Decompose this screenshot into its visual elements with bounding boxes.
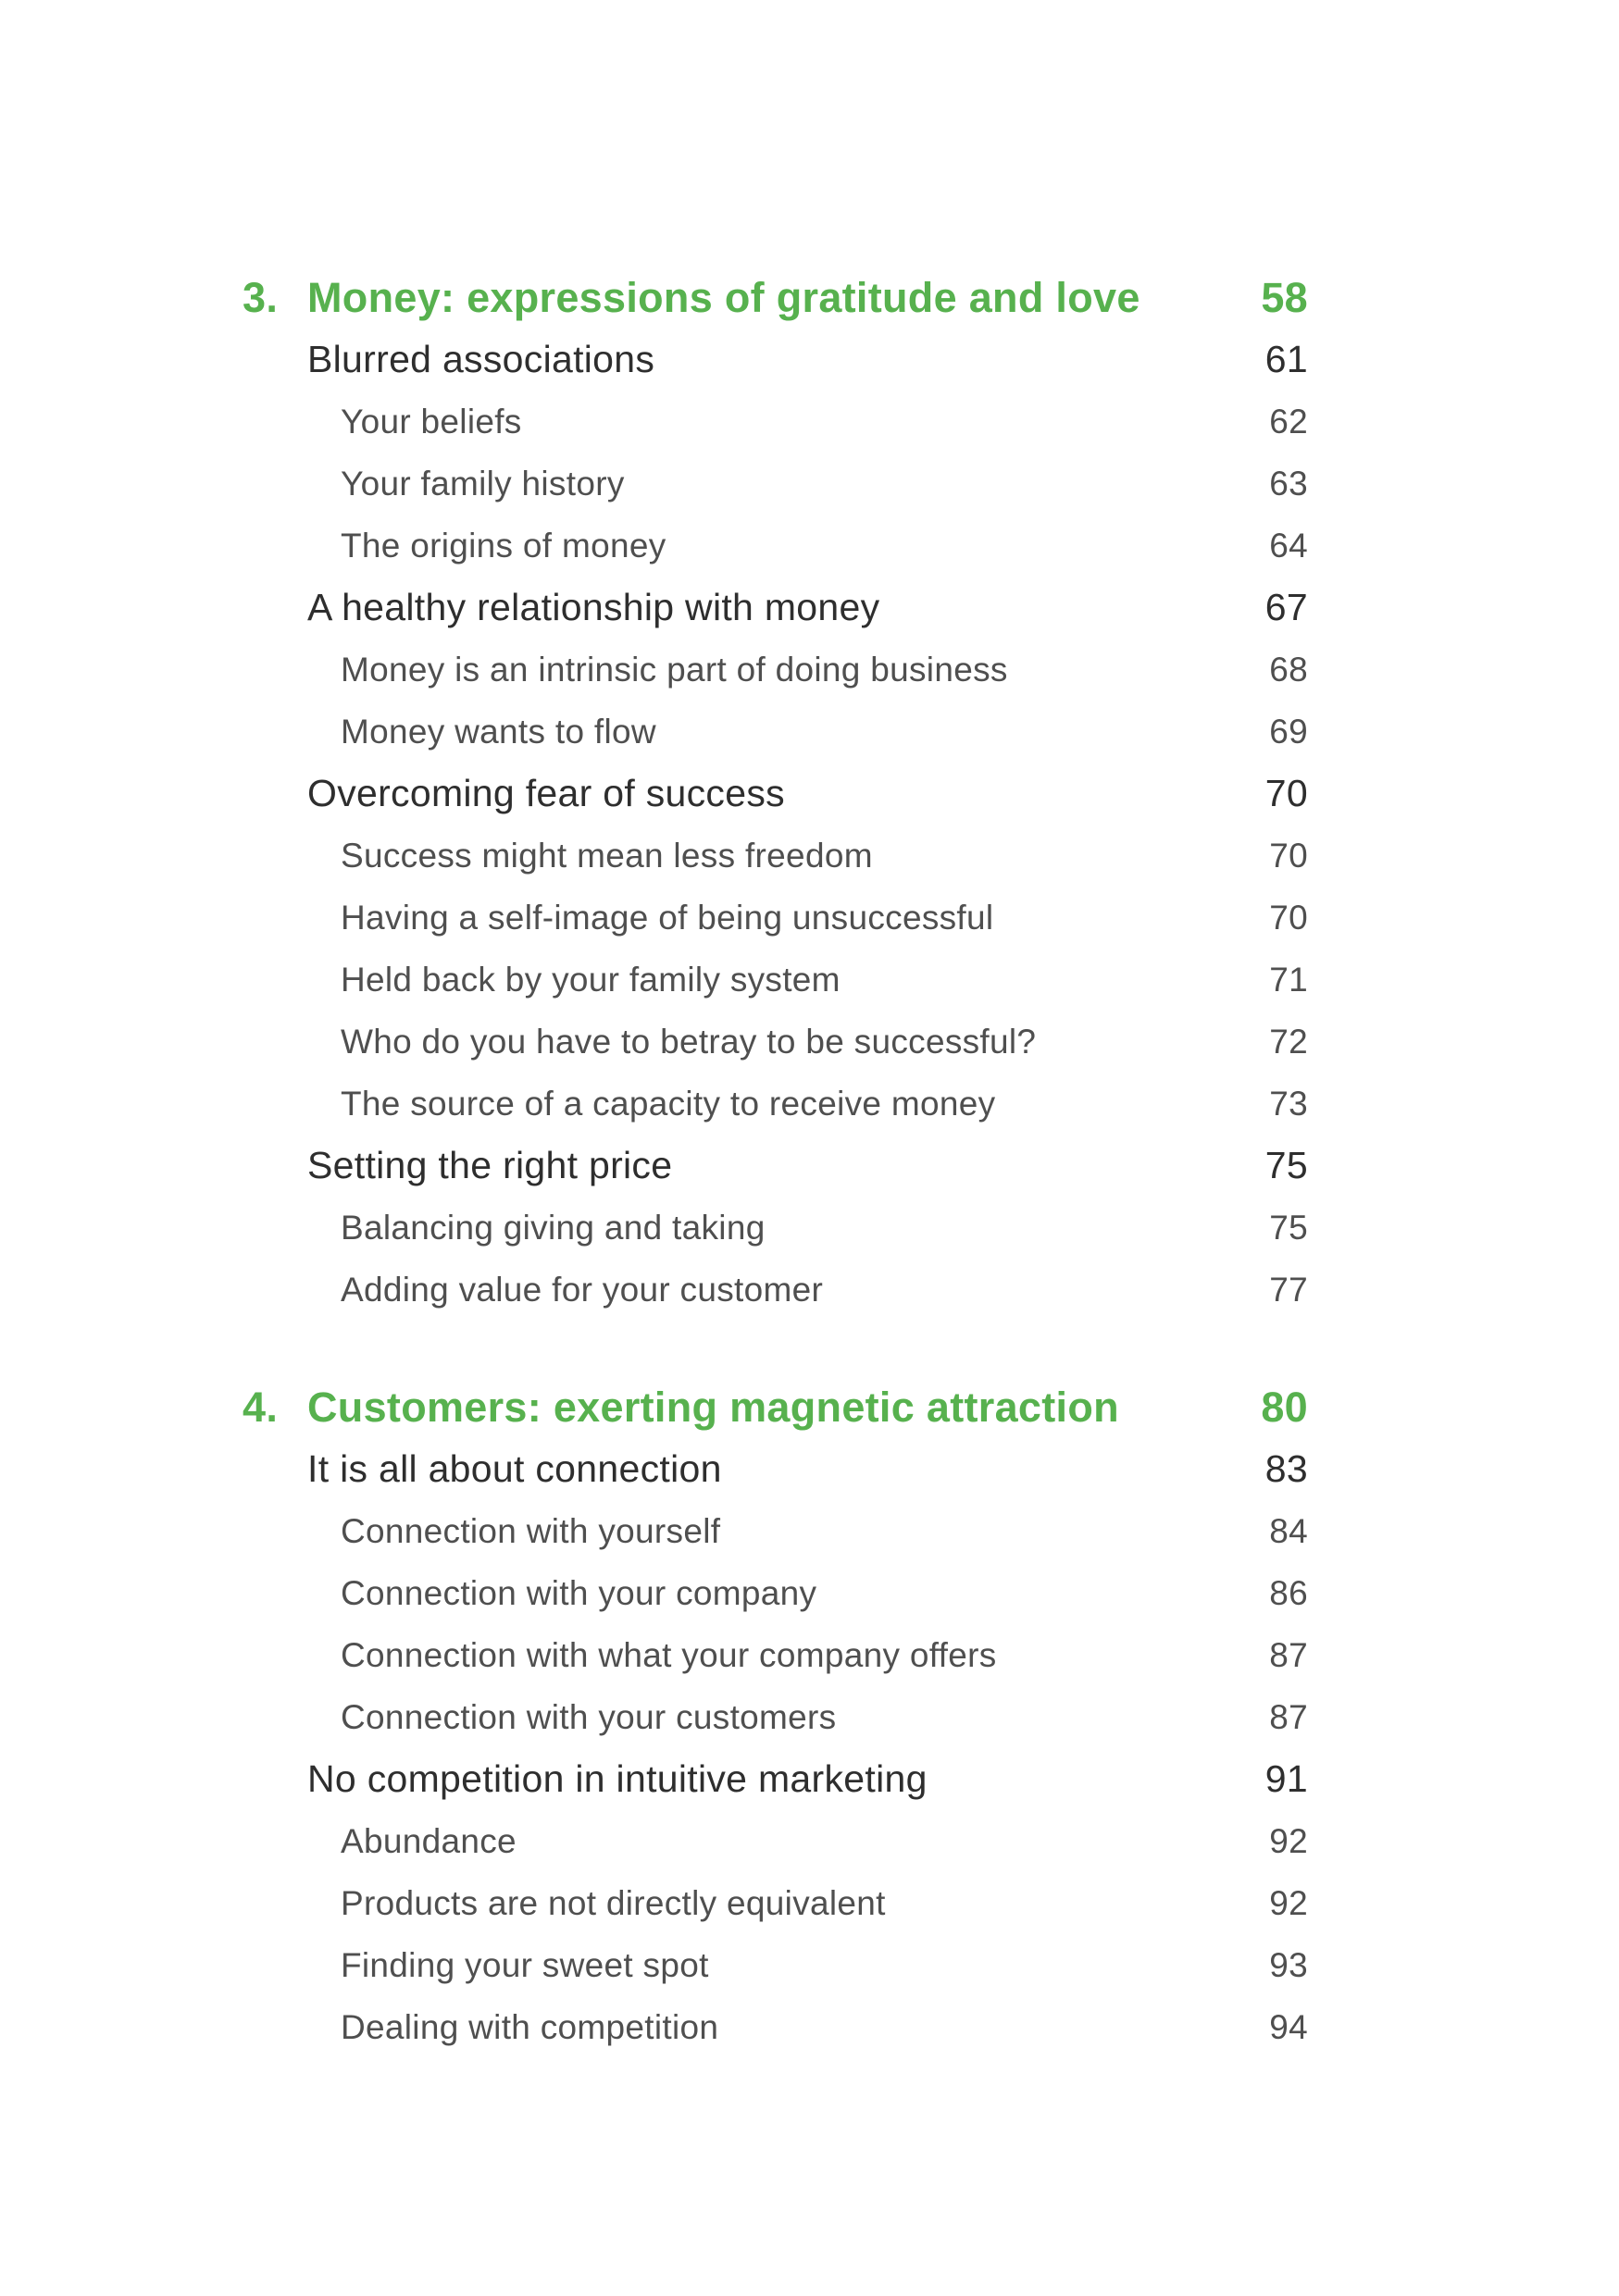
entry-page-number: 70 bbox=[1264, 772, 1308, 814]
table-of-contents: 3. Money: expressions of gratitude and l… bbox=[243, 267, 1308, 2058]
chapter-heading-row[interactable]: 3. Money: expressions of gratitude and l… bbox=[243, 267, 1308, 329]
toc-entry-row[interactable]: Connection with yourself 84 bbox=[243, 1500, 1308, 1562]
toc-entry-row[interactable]: Finding your sweet spot 93 bbox=[243, 1934, 1308, 1996]
entry-page-number: 94 bbox=[1269, 2008, 1308, 2046]
entry-page-number: 71 bbox=[1269, 961, 1308, 999]
entry-label: Blurred associations bbox=[307, 338, 655, 380]
entry-page-number: 75 bbox=[1269, 1209, 1308, 1247]
entry-page-number: 73 bbox=[1269, 1085, 1308, 1123]
entry-label: No competition in intuitive marketing bbox=[307, 1757, 928, 1800]
toc-entry-row[interactable]: Blurred associations 61 bbox=[243, 329, 1308, 391]
toc-chapter: 3. Money: expressions of gratitude and l… bbox=[243, 267, 1308, 1321]
entry-label: Adding value for your customer bbox=[341, 1271, 824, 1309]
toc-entry-row[interactable]: Products are not directly equivalent 92 bbox=[243, 1872, 1308, 1934]
toc-entry-row[interactable]: Money wants to flow 69 bbox=[243, 701, 1308, 763]
toc-entry-row[interactable]: Having a self-image of being unsuccessfu… bbox=[243, 887, 1308, 949]
entry-label: It is all about connection bbox=[307, 1447, 722, 1490]
entry-page-number: 69 bbox=[1269, 713, 1308, 751]
entry-label: Money is an intrinsic part of doing busi… bbox=[341, 651, 1008, 689]
chapter-title: Customers: exerting magnetic attraction bbox=[307, 1384, 1119, 1431]
toc-entry-row[interactable]: Connection with what your company offers… bbox=[243, 1624, 1308, 1686]
chapter-heading-row[interactable]: 4. Customers: exerting magnetic attracti… bbox=[243, 1376, 1308, 1438]
chapter-page-number: 58 bbox=[1261, 274, 1308, 321]
entry-page-number: 87 bbox=[1269, 1636, 1308, 1674]
toc-entry-row[interactable]: Adding value for your customer 77 bbox=[243, 1259, 1308, 1321]
toc-entry-row[interactable]: No competition in intuitive marketing 91 bbox=[243, 1748, 1308, 1810]
entry-label: Connection with your customers bbox=[341, 1698, 837, 1736]
toc-entry-row[interactable]: Overcoming fear of success 70 bbox=[243, 763, 1308, 825]
entry-label: Money wants to flow bbox=[341, 713, 656, 751]
entry-page-number: 72 bbox=[1269, 1023, 1308, 1061]
toc-entry-row[interactable]: Held back by your family system 71 bbox=[243, 949, 1308, 1011]
toc-entry-row[interactable]: Money is an intrinsic part of doing busi… bbox=[243, 639, 1308, 701]
entry-label: Abundance bbox=[341, 1822, 517, 1860]
entry-label: Dealing with competition bbox=[341, 2008, 719, 2046]
toc-entry-row[interactable]: Balancing giving and taking 75 bbox=[243, 1197, 1308, 1259]
toc-entry-row[interactable]: Your family history 63 bbox=[243, 453, 1308, 515]
toc-entry-row[interactable]: Connection with your customers 87 bbox=[243, 1686, 1308, 1748]
entry-label: A healthy relationship with money bbox=[307, 586, 880, 628]
entry-label: Connection with what your company offers bbox=[341, 1636, 997, 1674]
entry-page-number: 91 bbox=[1264, 1757, 1308, 1800]
entry-page-number: 87 bbox=[1269, 1698, 1308, 1736]
entry-page-number: 92 bbox=[1269, 1884, 1308, 1922]
chapter-title: Money: expressions of gratitude and love bbox=[307, 274, 1140, 321]
entry-page-number: 61 bbox=[1264, 338, 1308, 380]
chapter-number: 4. bbox=[243, 1384, 279, 1431]
entry-label: Finding your sweet spot bbox=[341, 1946, 709, 1984]
entry-label: Setting the right price bbox=[307, 1144, 673, 1186]
entry-label: The source of a capacity to receive mone… bbox=[341, 1085, 996, 1123]
entry-label: Products are not directly equivalent bbox=[341, 1884, 886, 1922]
entry-label: Success might mean less freedom bbox=[341, 837, 873, 875]
entry-page-number: 75 bbox=[1264, 1144, 1308, 1186]
entry-page-number: 92 bbox=[1269, 1822, 1308, 1860]
entry-label: Overcoming fear of success bbox=[307, 772, 785, 814]
entry-label: Having a self-image of being unsuccessfu… bbox=[341, 899, 994, 937]
toc-entry-row[interactable]: The origins of money 64 bbox=[243, 515, 1308, 577]
toc-chapter: 4. Customers: exerting magnetic attracti… bbox=[243, 1376, 1308, 2058]
entry-label: Held back by your family system bbox=[341, 961, 841, 999]
entry-page-number: 77 bbox=[1269, 1271, 1308, 1309]
entry-page-number: 68 bbox=[1269, 651, 1308, 689]
entry-page-number: 63 bbox=[1269, 465, 1308, 503]
toc-entry-row[interactable]: Connection with your company 86 bbox=[243, 1562, 1308, 1624]
toc-entry-row[interactable]: Dealing with competition 94 bbox=[243, 1996, 1308, 2058]
entry-page-number: 83 bbox=[1264, 1447, 1308, 1490]
toc-entry-row[interactable]: Success might mean less freedom 70 bbox=[243, 825, 1308, 887]
entry-label: Connection with yourself bbox=[341, 1512, 721, 1550]
entry-label: The origins of money bbox=[341, 527, 666, 565]
entry-label: Connection with your company bbox=[341, 1574, 817, 1612]
entry-page-number: 93 bbox=[1269, 1946, 1308, 1984]
entry-page-number: 70 bbox=[1269, 837, 1308, 875]
entry-page-number: 86 bbox=[1269, 1574, 1308, 1612]
toc-entry-row[interactable]: Your beliefs 62 bbox=[243, 391, 1308, 453]
entry-page-number: 62 bbox=[1269, 403, 1308, 441]
toc-entry-row[interactable]: It is all about connection 83 bbox=[243, 1438, 1308, 1500]
chapter-page-number: 80 bbox=[1261, 1384, 1308, 1431]
entry-label: Your beliefs bbox=[341, 403, 522, 441]
toc-entry-row[interactable]: Who do you have to betray to be successf… bbox=[243, 1011, 1308, 1073]
entry-page-number: 64 bbox=[1269, 527, 1308, 565]
entry-page-number: 67 bbox=[1264, 586, 1308, 628]
toc-entry-row[interactable]: The source of a capacity to receive mone… bbox=[243, 1073, 1308, 1135]
entry-page-number: 70 bbox=[1269, 899, 1308, 937]
entry-page-number: 84 bbox=[1269, 1512, 1308, 1550]
toc-entry-row[interactable]: Setting the right price 75 bbox=[243, 1135, 1308, 1197]
entry-label: Who do you have to betray to be successf… bbox=[341, 1023, 1037, 1061]
toc-entry-row[interactable]: A healthy relationship with money 67 bbox=[243, 577, 1308, 639]
toc-entry-row[interactable]: Abundance 92 bbox=[243, 1810, 1308, 1872]
entry-label: Your family history bbox=[341, 465, 625, 503]
chapter-number: 3. bbox=[243, 274, 279, 321]
entry-label: Balancing giving and taking bbox=[341, 1209, 766, 1247]
